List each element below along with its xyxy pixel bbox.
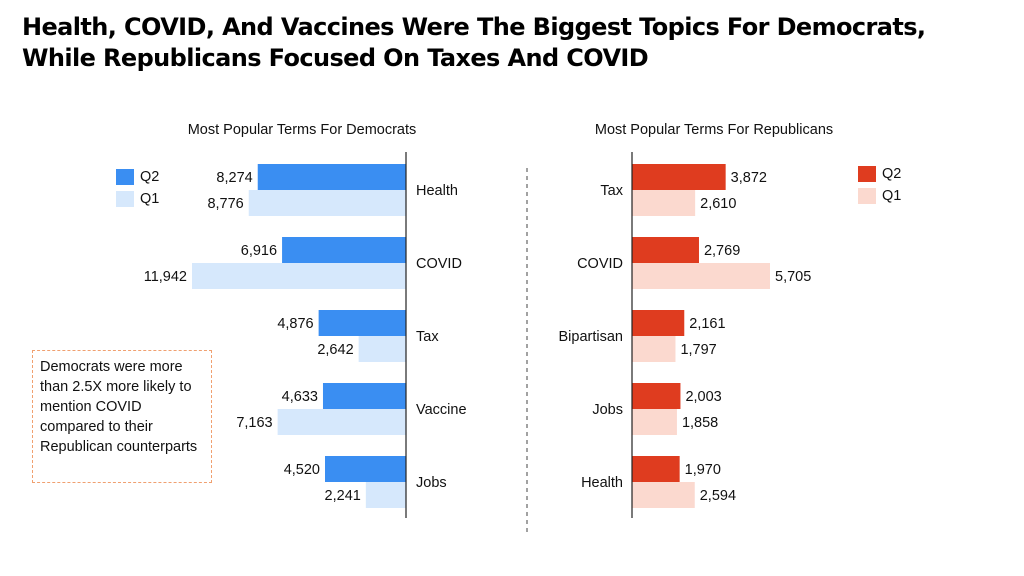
rep-category-label: Tax: [600, 183, 623, 199]
rep-bar-q2: [632, 237, 699, 263]
rep-bar-q1: [632, 409, 677, 435]
dem-category-label: Jobs: [416, 475, 447, 491]
callout-box: Democrats were more than 2.5X more likel…: [32, 350, 212, 483]
rep-legend-swatch-q1: [858, 188, 876, 204]
dem-data-label: 7,163: [236, 415, 272, 431]
dem-data-label: 8,274: [216, 170, 252, 186]
dem-category-label: Health: [416, 183, 458, 199]
dem-data-label: 2,642: [317, 342, 353, 358]
dem-category-label: COVID: [416, 256, 462, 272]
rep-data-label: 2,161: [689, 316, 725, 332]
dem-data-label: 11,942: [144, 269, 187, 285]
rep-category-label: Jobs: [592, 402, 623, 418]
rep-bar-q2: [632, 310, 685, 336]
dem-bar-q2: [318, 310, 406, 336]
dem-bar-q1: [365, 482, 406, 508]
rep-category-label: COVID: [577, 256, 623, 272]
title-line-1: Health, COVID, And Vaccines Were The Big…: [22, 13, 926, 41]
rep-data-label: 2,003: [685, 389, 721, 405]
dem-legend-swatch-q2: [116, 169, 134, 185]
rep-bar-q1: [632, 263, 770, 289]
rep-data-label: 2,610: [700, 196, 736, 212]
rep-bar-q1: [632, 336, 676, 362]
rep-legend-swatch-q2: [858, 166, 876, 182]
dem-category-label: Tax: [416, 329, 439, 345]
callout-text: Democrats were more than 2.5X more likel…: [40, 359, 198, 455]
dem-data-label: 8,776: [207, 196, 243, 212]
dem-bar-q1: [192, 263, 406, 289]
dem-bar-q1: [248, 190, 406, 216]
title-line-2: While Republicans Focused On Taxes And C…: [22, 44, 649, 72]
rep-bar-q2: [632, 383, 681, 409]
rep-bar-q1: [632, 190, 696, 216]
rep-bar-q2: [632, 456, 680, 482]
dem-data-label: 4,633: [282, 389, 318, 405]
dem-data-label: 6,916: [241, 243, 277, 259]
dem-data-label: 2,241: [325, 488, 361, 504]
page-title: Health, COVID, And Vaccines Were The Big…: [22, 12, 1012, 74]
rep-data-label: 1,858: [682, 415, 718, 431]
rep-data-label: 5,705: [775, 269, 811, 285]
dem-bar-q2: [322, 383, 406, 409]
rep-data-label: 2,594: [700, 488, 736, 504]
rep-chart-title: Most Popular Terms For Republicans: [595, 122, 833, 138]
dem-bar-q1: [358, 336, 406, 362]
dem-chart-title: Most Popular Terms For Democrats: [188, 122, 417, 138]
dem-legend-label: Q2: [140, 169, 159, 185]
dem-data-label: 4,520: [284, 462, 320, 478]
dem-data-label: 4,876: [277, 316, 313, 332]
dem-bar-q1: [277, 409, 406, 435]
dem-bar-q2: [325, 456, 406, 482]
rep-data-label: 1,797: [680, 342, 716, 358]
rep-category-label: Bipartisan: [559, 329, 623, 345]
rep-category-label: Health: [581, 475, 623, 491]
rep-legend-label: Q1: [882, 188, 901, 204]
dem-bar-q2: [257, 164, 406, 190]
rep-data-label: 2,769: [704, 243, 740, 259]
dem-legend-label: Q1: [140, 191, 159, 207]
dem-category-label: Vaccine: [416, 402, 467, 418]
rep-data-label: 3,872: [731, 170, 767, 186]
rep-data-label: 1,970: [685, 462, 721, 478]
dem-bar-q2: [282, 237, 406, 263]
rep-bar-q1: [632, 482, 695, 508]
rep-legend-label: Q2: [882, 166, 901, 182]
dem-legend-swatch-q1: [116, 191, 134, 207]
rep-bar-q2: [632, 164, 726, 190]
